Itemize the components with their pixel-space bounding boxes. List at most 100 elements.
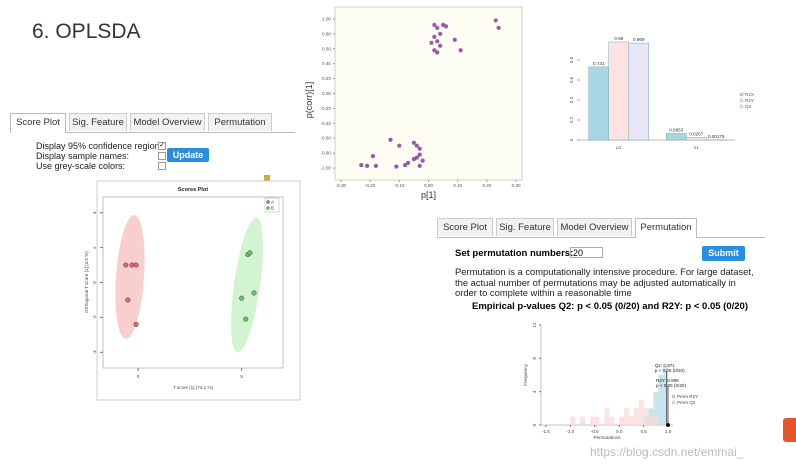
point: [417, 152, 422, 157]
point: [420, 158, 425, 163]
point: [435, 50, 440, 55]
y-tick-label: 0.60: [322, 46, 331, 51]
tab[interactable]: Sig. Feature: [69, 113, 127, 131]
point: [414, 143, 419, 148]
legend-label: Perm Q2: [677, 400, 696, 405]
y-tick-label: 0.20: [322, 76, 331, 81]
tab[interactable]: Score Plot: [10, 113, 66, 133]
point: [496, 25, 501, 30]
point: [432, 34, 437, 39]
point: [125, 297, 131, 303]
point: [359, 162, 364, 168]
legend-label: R2X: [745, 92, 754, 97]
y-tick-label: -2: [92, 315, 97, 320]
x-tick-label: 1.0: [665, 429, 672, 434]
observed-point: [666, 423, 671, 427]
point: [435, 25, 440, 30]
tab[interactable]: Score Plot: [437, 218, 493, 236]
point: [403, 162, 408, 168]
y-tick-label: -0.60: [321, 136, 332, 141]
point: [133, 321, 139, 327]
tab-bar: Score Plot Sig. Feature Model Overview Perm…: [437, 218, 765, 238]
y-tick-label: -0.20: [321, 106, 332, 111]
point: [365, 163, 370, 168]
checkbox[interactable]: [158, 152, 166, 160]
y-tick-label: 0.8: [569, 56, 574, 63]
permutation-input[interactable]: 20: [570, 247, 603, 258]
field-label: Set permutation numbers:: [455, 248, 574, 259]
tab[interactable]: Model Overview: [557, 218, 632, 236]
tab[interactable]: Permutation: [208, 113, 272, 131]
point: [397, 143, 402, 148]
tab-bar: Score Plot Sig. Feature Model Overview Perm…: [10, 113, 295, 133]
point: [370, 154, 376, 159]
annotation: Q2: 0.971: [655, 363, 676, 368]
point: [443, 24, 449, 29]
legend-swatch: [266, 206, 270, 210]
y-tick-label: 8: [532, 357, 537, 360]
x-tick-label: -0.20: [365, 183, 376, 188]
histogram-bar: [633, 408, 639, 425]
annotation: p < 0.05 (0/20): [656, 383, 686, 388]
watermark: https://blog.csdn.net/emmai_: [590, 445, 744, 459]
y-tick-label: 0.00: [322, 91, 331, 96]
histogram-bar: [653, 391, 659, 425]
tab[interactable]: Permutation: [635, 218, 697, 238]
option-label: Display 95% confidence region:: [36, 141, 163, 151]
x-tick-label: o1: [694, 145, 700, 150]
histogram-bar: [648, 416, 654, 425]
histogram-bar: [589, 416, 595, 425]
checkbox[interactable]: [158, 162, 166, 170]
x-tick-label: p1: [616, 145, 622, 150]
annotation: p < 0.05 (0/20): [655, 368, 685, 373]
tab[interactable]: Model Overview: [130, 113, 205, 131]
point: [388, 137, 393, 142]
point: [394, 164, 399, 169]
point: [435, 39, 440, 44]
x-tick-label: -1.5: [542, 429, 550, 434]
tab[interactable]: Sig. Feature: [496, 218, 554, 236]
x-tick-label: 0.10: [453, 183, 462, 188]
confidence-region: [231, 217, 263, 353]
histogram-bar: [604, 408, 610, 425]
x-axis-label: T score [1] (73.1 %): [173, 385, 214, 390]
x-tick-label: 0.5: [640, 429, 647, 434]
point: [432, 22, 437, 27]
value-label: 0.00178: [708, 134, 725, 139]
point: [414, 155, 419, 160]
y-tick-label: 2: [92, 246, 97, 249]
value-label: 0.731: [593, 61, 605, 66]
legend-swatch: [739, 92, 744, 97]
bar: [628, 42, 649, 141]
x-tick-label: -1.0: [566, 429, 574, 434]
point: [243, 316, 249, 322]
legend-label: R2Y: [745, 98, 754, 103]
y-tick-label: -1.00: [321, 166, 332, 171]
x-axis-label: p[1]: [421, 190, 436, 200]
y-tick-label: -0.80: [321, 151, 332, 156]
chart-title: Scores Plot: [178, 187, 208, 193]
legend-label: Perm R2Y: [677, 394, 698, 399]
y-tick-label: 12: [532, 322, 537, 328]
y-tick-label: -0.40: [321, 121, 332, 126]
x-tick-label: -0.10: [394, 183, 405, 188]
point: [432, 48, 437, 53]
download-icon[interactable]: [264, 175, 270, 181]
checkbox[interactable]: ✓: [158, 142, 166, 150]
x-tick-label: 5: [240, 374, 243, 379]
legend-swatch: [266, 200, 270, 204]
update-button[interactable]: Update: [167, 148, 209, 162]
bar: [608, 41, 629, 141]
submit-button[interactable]: Submit: [702, 246, 745, 261]
y-tick-label: 0.6: [569, 76, 574, 83]
histogram-bar: [624, 408, 629, 425]
point: [493, 18, 498, 23]
point: [452, 37, 457, 42]
option-label: Use grey-scale colors:: [36, 161, 126, 171]
point: [239, 295, 245, 301]
legend-swatch: [671, 394, 676, 399]
legend-label: B: [271, 206, 274, 211]
legend-label: Q2: [745, 104, 752, 109]
histogram-bar: [658, 375, 664, 425]
y-tick-label: 0.80: [322, 31, 331, 36]
